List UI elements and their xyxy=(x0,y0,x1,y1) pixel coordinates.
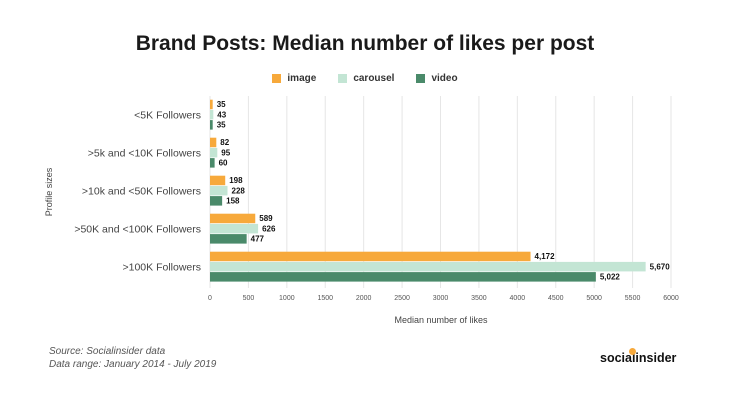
x-tick-label: 3000 xyxy=(433,295,449,302)
data-label-image: 82 xyxy=(220,138,229,147)
category-label: >50K and <100K Followers xyxy=(74,224,201,236)
bar-video xyxy=(210,272,596,282)
legend-swatch xyxy=(416,74,426,83)
data-label-carousel: 95 xyxy=(221,148,230,157)
bar-video xyxy=(210,196,223,206)
x-tick-label: 3500 xyxy=(471,295,487,302)
data-label-carousel: 228 xyxy=(232,186,246,195)
legend-item-video: video xyxy=(416,73,458,84)
bar-carousel xyxy=(210,109,214,120)
bars xyxy=(210,99,646,282)
bar-image xyxy=(210,213,256,224)
data-label-video: 158 xyxy=(226,197,240,206)
x-tick-label: 500 xyxy=(243,295,255,302)
brand-logo-dot-icon xyxy=(629,348,636,355)
x-tick-label: 4000 xyxy=(510,295,526,302)
x-axis-label: Median number of likes xyxy=(394,315,488,325)
x-tick-label: 0 xyxy=(208,295,212,302)
x-tick-label: 4500 xyxy=(548,295,564,302)
bar-carousel xyxy=(210,185,228,196)
bar-carousel xyxy=(210,261,646,272)
legend-label: video xyxy=(431,73,458,84)
bar-image xyxy=(210,175,226,186)
data-range-note: Data range: January 2014 - July 2019 xyxy=(49,359,217,370)
data-label-video: 477 xyxy=(251,235,265,244)
category-label: >100K Followers xyxy=(123,262,202,274)
legend-swatch xyxy=(338,74,348,83)
x-tick-label: 5500 xyxy=(625,295,641,302)
legend-swatch xyxy=(272,74,282,83)
data-label-carousel: 626 xyxy=(262,224,276,233)
bar-video xyxy=(210,120,213,130)
x-tick-label: 2000 xyxy=(356,295,372,302)
data-label-image: 589 xyxy=(259,214,273,223)
x-tick-label: 6000 xyxy=(663,295,679,302)
legend-item-carousel: carousel xyxy=(338,73,394,84)
brand-logo: socialinsider xyxy=(600,351,677,365)
category-label: >5k and <10K Followers xyxy=(88,148,201,160)
data-label-video: 5,022 xyxy=(600,273,621,282)
bar-image xyxy=(210,137,217,148)
category-label: >10k and <50K Followers xyxy=(82,186,201,198)
bar-image xyxy=(210,99,213,110)
axes: 0 500 1000 1500 2000 2500 3000 3500 4000 4500 5000… xyxy=(44,110,679,326)
x-tick-label: 1000 xyxy=(279,295,295,302)
data-label-video: 35 xyxy=(217,121,226,130)
data-label-carousel: 43 xyxy=(217,110,226,119)
bar-carousel xyxy=(210,147,218,158)
data-label-image: 4,172 xyxy=(535,252,556,261)
source-note: Source: Socialinsider data xyxy=(49,346,166,357)
legend-label: carousel xyxy=(353,73,395,84)
data-labels: 3543358295601982281585896264774,1725,670… xyxy=(217,100,671,281)
legend-item-image: image xyxy=(272,73,316,84)
data-label-image: 198 xyxy=(229,176,243,185)
y-axis-label: Profile sizes xyxy=(44,167,54,216)
data-label-video: 60 xyxy=(219,159,228,168)
x-tick-label: 2500 xyxy=(394,295,410,302)
x-tick-label: 5000 xyxy=(586,295,602,302)
data-label-carousel: 5,670 xyxy=(650,262,671,271)
category-label: <5K Followers xyxy=(134,110,201,122)
legend: image carousel video xyxy=(0,73,730,84)
bar-image xyxy=(210,251,531,262)
x-tick-label: 1500 xyxy=(317,295,333,302)
legend-label: image xyxy=(287,73,317,84)
bar-video xyxy=(210,234,247,244)
bar-video xyxy=(210,158,215,168)
chart-title: Brand Posts: Median number of likes per … xyxy=(135,32,595,55)
bar-carousel xyxy=(210,223,259,234)
data-label-image: 35 xyxy=(217,100,226,109)
